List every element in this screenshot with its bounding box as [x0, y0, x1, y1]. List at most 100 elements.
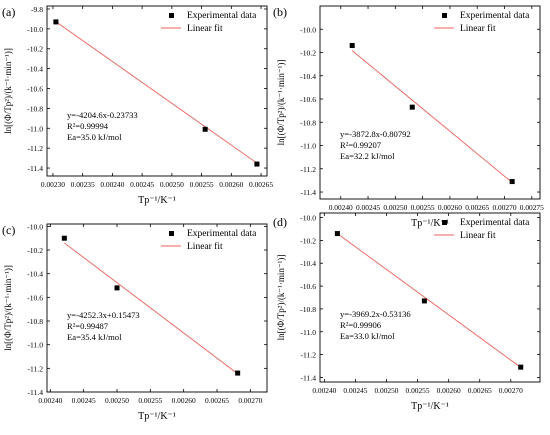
chart-panel: 0.00240 0.00245 0.00250 0.00255 0.00260 0.002… [2, 222, 268, 422]
legend-marker-points [442, 13, 447, 18]
plot-frame [319, 5, 541, 200]
x-tick-label: 0.00260 [172, 396, 196, 405]
y-tick-label: -11.0 [27, 341, 43, 350]
x-tick-label: 0.00265 [468, 386, 492, 395]
x-tick-label: 0.00260 [219, 180, 243, 189]
legend-marker-points [169, 13, 174, 18]
legend-label-points: Experimental data [187, 229, 257, 239]
x-tick-label: 0.00245 [130, 180, 154, 189]
legend-label-fit: Linear fit [460, 23, 496, 34]
x-tick-label: 0.00250 [374, 386, 398, 395]
x-tick-label: 0.00260 [438, 203, 462, 212]
linear-fit-line [53, 20, 261, 166]
fit-annotation: y=-3872.8x-0.80792 [340, 129, 411, 139]
y-tick-label: -11.2 [300, 165, 316, 174]
y-tick-label: -10.2 [27, 246, 43, 255]
linear-fit-line [351, 50, 513, 183]
x-tick-label: 0.00275 [520, 203, 544, 212]
linear-fit-line [337, 233, 521, 368]
data-point [235, 370, 241, 376]
x-tick-label: 0.00265 [205, 396, 229, 405]
data-point [334, 231, 340, 237]
x-axis-label: Tp⁻¹/K⁻¹ [411, 401, 449, 412]
data-point [421, 298, 427, 304]
fit-annotation: R²=0.99207 [340, 140, 382, 150]
data-point [254, 161, 260, 167]
x-tick-label: 0.00235 [71, 180, 95, 189]
fit-annotation: R²=0.99906 [340, 320, 382, 330]
chart-panel: 0.00240 0.00245 0.00250 0.00255 0.00260 0.002… [273, 5, 544, 229]
y-tick-label: -10.2 [300, 49, 316, 58]
y-axis-label: ln[(Φ/Tp²)/(k⁻¹·min⁻¹)] [3, 265, 13, 351]
x-tick-label: 0.00240 [312, 386, 336, 395]
y-tick-label: -10.4 [300, 259, 316, 268]
legend-label-fit: Linear fit [187, 23, 223, 34]
plot-frame [319, 212, 541, 383]
panel-label: (b) [273, 5, 287, 19]
data-point [509, 179, 515, 185]
x-tick-label: 0.00250 [383, 203, 407, 212]
fit-annotation: y=-4204.6x-0.23733 [67, 110, 138, 120]
y-tick-label: -10.0 [27, 25, 43, 34]
x-tick-label: 0.00240 [100, 180, 124, 189]
y-tick-label: -10.2 [300, 236, 316, 245]
x-tick-label: 0.00265 [465, 203, 489, 212]
y-tick-label: -10.4 [300, 72, 316, 81]
x-tick-label: 0.00245 [356, 203, 380, 212]
data-point [518, 364, 524, 370]
fit-annotation: Ea=33.0 kJ/mol [340, 331, 395, 341]
chart-panel: 0.00230 0.00235 0.00240 0.00245 0.00250 0.002… [2, 5, 273, 206]
fit-annotation: R²=0.99994 [67, 121, 109, 131]
y-tick-label: -10.8 [27, 104, 43, 113]
y-axis-label: ln[(Φ/Tp²)/(k⁻¹·min⁻¹)] [3, 48, 13, 134]
y-tick-label: -11.2 [27, 364, 43, 373]
x-tick-label: 0.00250 [160, 180, 184, 189]
y-tick-label: -11.4 [300, 373, 316, 382]
x-tick-label: 0.00270 [493, 203, 517, 212]
legend-label-fit: Linear fit [460, 230, 496, 241]
y-tick-label: -11.0 [300, 142, 316, 151]
y-tick-label: -10.8 [300, 305, 316, 314]
x-tick-label: 0.00255 [411, 203, 435, 212]
y-tick-label: -11.2 [27, 144, 43, 153]
legend-marker-points [169, 231, 174, 236]
y-tick-label: -10.4 [27, 270, 43, 279]
y-tick-label: -10.6 [300, 95, 316, 104]
plot-frame [46, 5, 268, 177]
x-tick-label: 0.00255 [190, 180, 214, 189]
x-axis-label: Tp⁻¹/K⁻¹ [411, 218, 449, 229]
y-tick-label: -11.4 [27, 388, 43, 397]
y-tick-label: -11.4 [27, 164, 43, 173]
y-tick-label: -10.4 [27, 65, 43, 74]
x-tick-label: 0.00265 [249, 180, 273, 189]
fit-annotation: R²=0.99487 [67, 321, 109, 331]
y-tick-label: -11.0 [300, 328, 316, 337]
y-tick-label: -10.2 [27, 45, 43, 54]
x-tick-label: 0.00255 [138, 396, 162, 405]
fit-annotation: Ea=32.2 kJ/mol [340, 151, 395, 161]
legend-label-points: Experimental data [460, 11, 530, 21]
x-tick-label: 0.00255 [406, 386, 430, 395]
y-tick-label: -10.0 [27, 222, 43, 231]
data-point [202, 126, 208, 132]
x-tick-label: 0.00230 [41, 180, 65, 189]
legend-label-fit: Linear fit [187, 241, 223, 252]
y-axis-label: ln[(Φ/Tp²)/(k⁻¹·min⁻¹)] [276, 255, 286, 341]
panel-label: (c) [2, 223, 15, 237]
data-point [349, 43, 355, 49]
legend-marker-points [442, 220, 447, 225]
y-tick-label: -10.6 [300, 282, 316, 291]
y-tick-label: -10.8 [300, 118, 316, 127]
y-tick-label: -11.4 [300, 188, 316, 197]
legend-label-points: Experimental data [460, 218, 530, 228]
x-axis-label: Tp⁻¹/K⁻¹ [138, 195, 176, 206]
x-tick-label: 0.00240 [38, 396, 62, 405]
x-tick-label: 0.00270 [238, 396, 262, 405]
x-tick-label: 0.00250 [105, 396, 129, 405]
linear-fit-line [64, 242, 238, 375]
y-axis-label: ln[(Φ/Tp²)/(k⁻¹·min⁻¹)] [276, 60, 286, 146]
y-tick-label: -10.0 [300, 214, 316, 223]
fit-annotation: y=-4252.3x+0.15473 [67, 310, 140, 320]
fit-annotation: y=-3969.2x-0.53136 [340, 309, 411, 319]
data-point [61, 235, 67, 241]
